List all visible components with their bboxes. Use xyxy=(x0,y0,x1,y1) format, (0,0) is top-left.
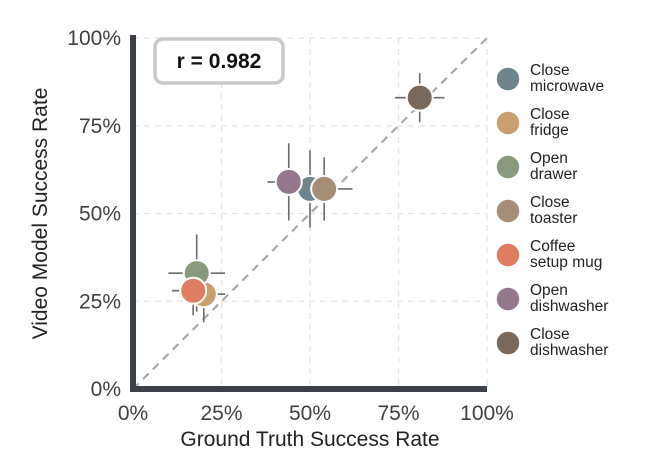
legend-label: Close xyxy=(530,326,570,343)
legend-label: microwave xyxy=(530,78,604,95)
legend-label: Close xyxy=(530,62,570,79)
data-point xyxy=(310,174,339,203)
y-tick-label: 50% xyxy=(79,203,121,226)
y-tick-label: 25% xyxy=(79,290,121,313)
data-point xyxy=(274,167,303,196)
legend-marker xyxy=(495,154,521,180)
legend-marker xyxy=(495,330,521,356)
y-tick-label: 100% xyxy=(67,27,121,50)
correlation-text: r = 0.982 xyxy=(177,50,262,73)
axes xyxy=(130,35,487,392)
legend-label: drawer xyxy=(530,166,577,183)
legend-marker xyxy=(495,242,521,268)
tick-labels: 0% 25% 50% 75% 100% 0% 25% 50% 75% 100% xyxy=(67,27,514,425)
x-tick-label: 100% xyxy=(460,402,514,425)
legend-label: setup mug xyxy=(530,254,602,271)
legend-label: Close xyxy=(530,106,570,123)
data-points xyxy=(179,83,434,309)
x-tick-label: 50% xyxy=(289,402,331,425)
data-point xyxy=(179,276,208,305)
x-tick-label: 75% xyxy=(377,402,419,425)
annotation-box-frame xyxy=(153,37,285,85)
legend-label: toaster xyxy=(530,210,577,227)
y-tick-label: 0% xyxy=(91,378,121,401)
data-point xyxy=(405,83,434,112)
legend-marker xyxy=(495,286,521,312)
legend-label: Open xyxy=(530,282,568,299)
x-tick-label: 25% xyxy=(200,402,242,425)
legend-label: Close xyxy=(530,194,570,211)
y-tick-label: 75% xyxy=(79,115,121,138)
correlation-annotation: r = 0.982 xyxy=(153,37,285,85)
x-axis-title: Ground Truth Success Rate xyxy=(180,428,439,451)
legend-label: dishwasher xyxy=(530,298,608,315)
x-tick-label: 0% xyxy=(118,402,148,425)
legend-marker xyxy=(495,110,521,136)
legend-marker xyxy=(495,66,521,92)
legend-label: dishwasher xyxy=(530,342,608,359)
y-axis-title: Video Model Success Rate xyxy=(29,88,52,340)
legend-marker xyxy=(495,198,521,224)
legend-label: Open xyxy=(530,150,568,167)
legend: ClosemicrowaveClosefridgeOpendrawerClose… xyxy=(495,62,608,359)
legend-label: Coffee xyxy=(530,238,575,255)
legend-label: fridge xyxy=(530,122,569,139)
